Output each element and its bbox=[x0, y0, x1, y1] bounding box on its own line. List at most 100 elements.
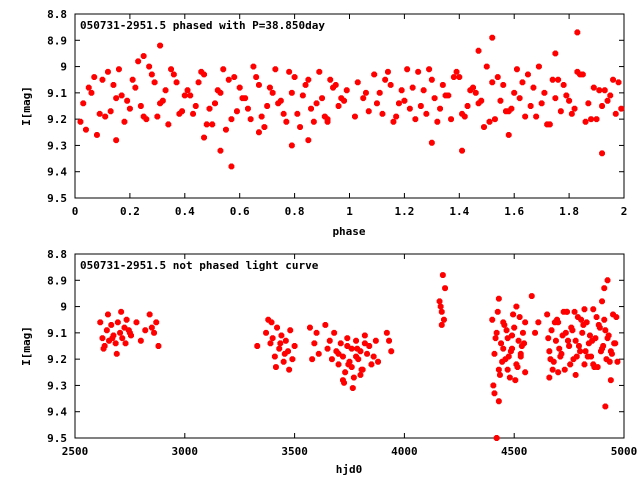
data-point bbox=[475, 100, 482, 107]
data-point bbox=[590, 306, 597, 313]
data-point bbox=[517, 350, 524, 357]
data-point bbox=[552, 50, 559, 57]
data-point bbox=[549, 76, 556, 83]
data-point bbox=[604, 277, 611, 284]
data-point bbox=[566, 97, 573, 104]
data-point bbox=[503, 327, 510, 334]
data-point bbox=[428, 139, 435, 146]
data-point bbox=[335, 103, 342, 109]
data-point bbox=[261, 124, 268, 130]
data-point bbox=[412, 116, 419, 123]
data-point bbox=[228, 116, 235, 123]
data-point bbox=[505, 353, 512, 360]
data-point bbox=[253, 74, 260, 80]
data-point bbox=[571, 308, 578, 315]
data-point bbox=[360, 95, 367, 102]
data-point bbox=[481, 124, 487, 130]
data-point bbox=[544, 311, 551, 318]
data-point bbox=[117, 329, 123, 336]
data-point bbox=[286, 366, 293, 373]
data-point bbox=[288, 89, 295, 96]
y-tick-label: 9.5 bbox=[47, 192, 67, 205]
data-point bbox=[511, 324, 518, 331]
data-point bbox=[148, 71, 155, 78]
data-point bbox=[472, 89, 479, 96]
data-point bbox=[528, 293, 535, 299]
data-point bbox=[587, 332, 593, 339]
data-point bbox=[309, 356, 316, 363]
data-point bbox=[409, 84, 416, 91]
data-point bbox=[516, 314, 523, 320]
data-point bbox=[442, 285, 448, 292]
data-point bbox=[361, 340, 368, 347]
data-point bbox=[436, 298, 443, 305]
data-point bbox=[573, 353, 580, 360]
data-point bbox=[379, 110, 386, 117]
data-point bbox=[459, 147, 465, 154]
data-point bbox=[228, 163, 235, 170]
data-point bbox=[330, 84, 336, 91]
data-point bbox=[358, 366, 365, 373]
data-point bbox=[538, 100, 545, 107]
data-point bbox=[137, 103, 144, 109]
data-point bbox=[557, 108, 564, 115]
data-point bbox=[566, 343, 573, 349]
data-point bbox=[299, 92, 306, 99]
data-point bbox=[118, 308, 125, 315]
data-point bbox=[614, 358, 621, 365]
data-point bbox=[393, 113, 400, 120]
data-point bbox=[569, 327, 576, 334]
data-point bbox=[109, 335, 116, 342]
data-point bbox=[342, 369, 349, 376]
data-point bbox=[489, 79, 496, 86]
data-point bbox=[170, 71, 177, 78]
data-point bbox=[553, 337, 559, 344]
data-point bbox=[372, 337, 379, 344]
x-tick-label: 0 bbox=[72, 205, 79, 218]
data-point bbox=[307, 324, 313, 331]
data-points bbox=[77, 29, 625, 170]
data-point bbox=[100, 345, 107, 352]
data-point bbox=[580, 322, 587, 328]
data-point bbox=[94, 132, 100, 138]
data-point bbox=[331, 329, 338, 336]
data-point bbox=[105, 68, 111, 75]
y-tick-label: 9.1 bbox=[47, 327, 67, 340]
data-point bbox=[266, 84, 273, 91]
data-point bbox=[563, 308, 570, 315]
data-point bbox=[497, 97, 504, 104]
data-point bbox=[146, 311, 153, 318]
data-point bbox=[618, 105, 625, 112]
data-point bbox=[124, 97, 131, 104]
data-point bbox=[404, 66, 411, 73]
y-tick-label: 9.4 bbox=[47, 166, 67, 179]
data-point bbox=[448, 116, 454, 123]
data-point bbox=[129, 76, 136, 83]
data-point bbox=[490, 382, 497, 389]
data-point bbox=[596, 87, 603, 94]
data-point bbox=[406, 105, 413, 112]
data-point bbox=[577, 348, 583, 355]
data-point bbox=[105, 311, 111, 318]
data-point bbox=[157, 100, 164, 107]
data-point bbox=[532, 329, 538, 336]
data-point bbox=[297, 124, 303, 130]
data-point bbox=[535, 63, 542, 70]
data-point bbox=[568, 110, 575, 117]
data-point bbox=[497, 372, 503, 378]
data-point bbox=[217, 147, 224, 154]
x-tick-label: 1 bbox=[346, 205, 353, 218]
data-point bbox=[489, 316, 496, 323]
data-point bbox=[563, 92, 570, 99]
data-point bbox=[417, 103, 424, 109]
data-point bbox=[319, 95, 325, 102]
data-point bbox=[560, 82, 567, 88]
data-point bbox=[203, 121, 210, 128]
data-point bbox=[352, 113, 358, 120]
data-point bbox=[562, 329, 569, 336]
data-point bbox=[600, 343, 607, 349]
data-point bbox=[390, 118, 397, 125]
data-point bbox=[585, 100, 592, 107]
data-point bbox=[146, 63, 153, 70]
